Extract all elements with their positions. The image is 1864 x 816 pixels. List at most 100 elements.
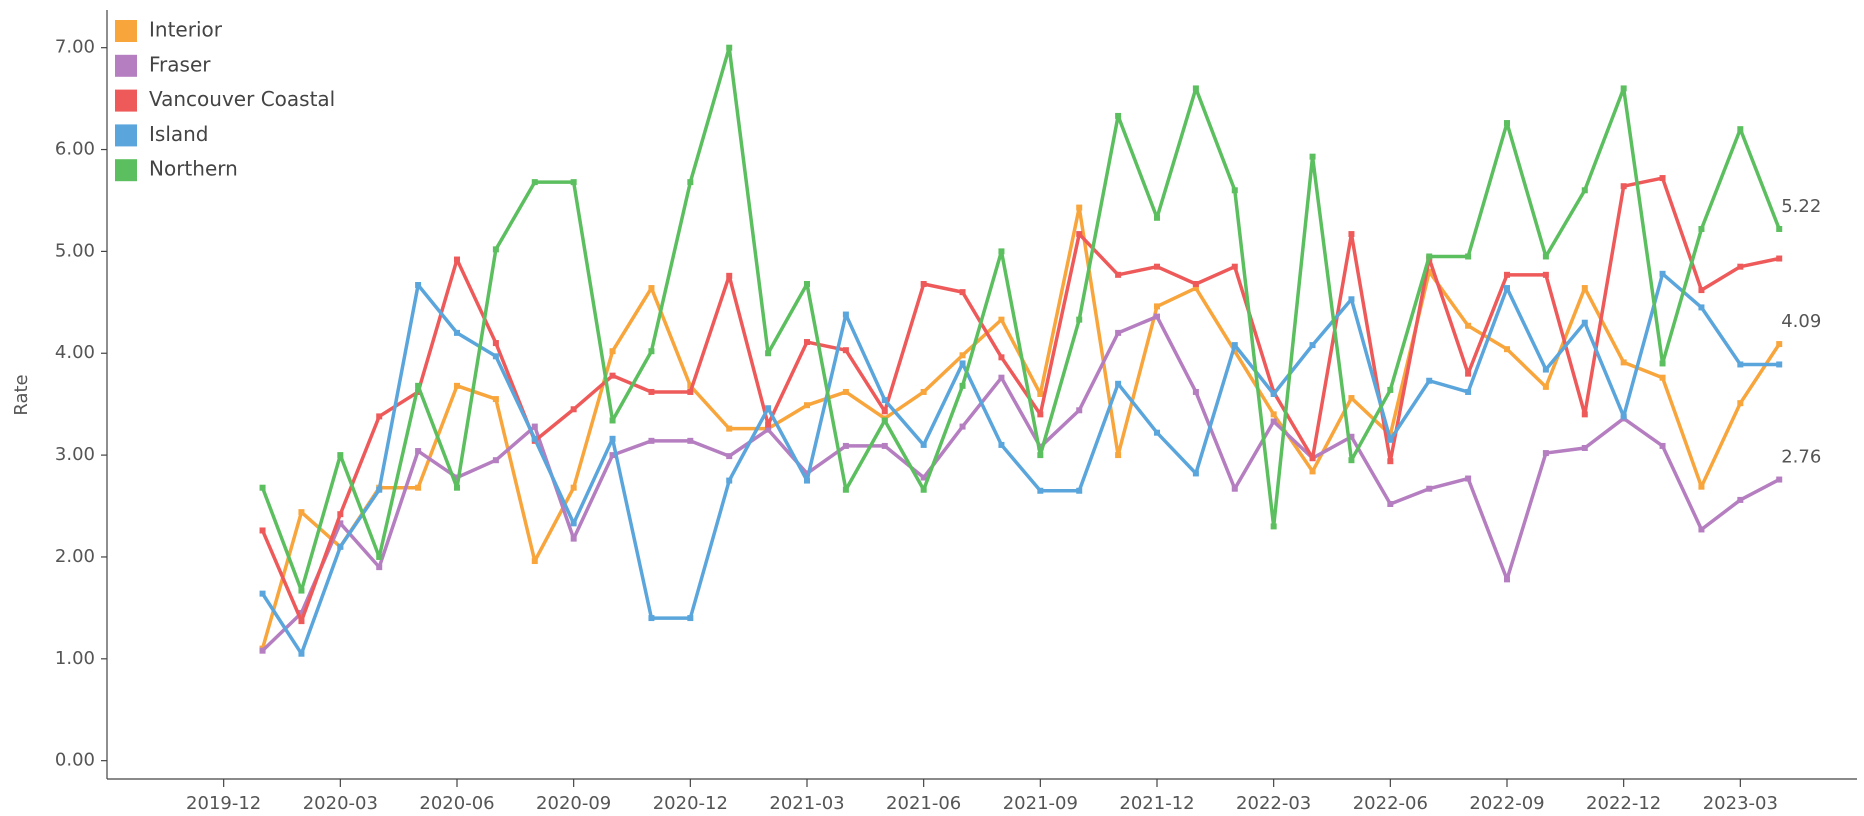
point-marker (1620, 85, 1627, 92)
point-marker (1076, 316, 1083, 323)
point-marker (1037, 411, 1044, 418)
point-marker (492, 353, 499, 360)
legend-label: Northern (149, 157, 238, 181)
point-marker (1542, 383, 1549, 390)
point-marker (1504, 285, 1510, 292)
point-marker (1192, 388, 1199, 395)
point-marker (804, 339, 810, 346)
y-tick-label: 0.00 (55, 750, 95, 771)
point-marker (1115, 380, 1122, 387)
point-marker (1154, 313, 1160, 320)
end-label: 5.22 (1781, 196, 1821, 217)
x-tick-label: 2021-06 (886, 793, 961, 814)
end-label: 4.09 (1781, 311, 1821, 332)
point-marker (1076, 407, 1083, 414)
point-marker (1270, 418, 1277, 425)
x-tick-label: 2022-12 (1586, 793, 1661, 814)
point-marker (259, 590, 266, 597)
point-marker (298, 609, 305, 616)
point-marker (1698, 287, 1705, 294)
point-marker (1581, 285, 1588, 292)
series-line (261, 272, 1780, 656)
point-marker (1387, 458, 1394, 465)
point-marker (1504, 271, 1510, 278)
point-marker (687, 179, 694, 186)
point-marker (1192, 470, 1199, 477)
point-marker (609, 348, 616, 355)
point-marker (415, 282, 422, 289)
point-marker (1309, 455, 1316, 462)
point-marker (1581, 319, 1588, 326)
point-marker (1737, 400, 1744, 407)
point-marker (881, 408, 888, 415)
point-marker (1348, 395, 1355, 402)
point-marker (998, 441, 1005, 448)
point-marker (259, 527, 266, 534)
point-marker (376, 413, 383, 420)
point-marker (1309, 153, 1316, 160)
point-marker (570, 484, 577, 491)
point-marker (570, 520, 577, 527)
point-marker (1115, 452, 1122, 459)
point-marker (765, 350, 772, 357)
x-tick-label: 2021-03 (769, 793, 844, 814)
point-marker (842, 311, 849, 318)
point-marker (1659, 270, 1666, 277)
point-marker (1037, 390, 1044, 397)
x-tick-label: 2022-06 (1353, 793, 1428, 814)
x-tick-label: 2020-09 (536, 793, 611, 814)
legend-swatch (115, 54, 137, 77)
point-marker (1309, 342, 1316, 349)
point-marker (998, 316, 1005, 323)
point-marker (998, 248, 1005, 255)
series-line (260, 45, 1781, 593)
point-marker (959, 352, 966, 359)
point-marker (1231, 485, 1238, 492)
point-marker (415, 382, 422, 389)
point-marker (648, 348, 655, 355)
point-marker (959, 382, 966, 389)
point-marker (1542, 271, 1549, 278)
point-marker (1659, 442, 1666, 449)
point-marker (1154, 303, 1160, 310)
x-tick-label: 2019-12 (186, 793, 261, 814)
point-marker (1231, 263, 1238, 270)
point-marker (609, 372, 616, 379)
point-marker (1192, 280, 1199, 287)
point-marker (920, 441, 927, 448)
point-marker (1465, 253, 1472, 260)
x-tick-label: 2021-12 (1119, 793, 1194, 814)
legend-swatch (115, 89, 137, 112)
point-marker (570, 406, 577, 413)
point-marker (1426, 253, 1433, 260)
point-marker (881, 442, 888, 449)
point-marker (1581, 187, 1588, 194)
point-marker (1076, 231, 1083, 238)
legend-label: Fraser (149, 52, 211, 76)
point-marker (648, 615, 655, 622)
point-marker (337, 452, 344, 459)
point-marker (1154, 263, 1160, 270)
point-marker (531, 558, 538, 565)
point-marker (1387, 500, 1394, 507)
legend-swatch (115, 20, 137, 42)
point-marker (570, 179, 577, 186)
legend-label: Island (149, 122, 209, 146)
point-marker (1115, 271, 1122, 278)
point-marker (842, 486, 849, 493)
point-marker (1698, 526, 1705, 533)
x-tick-label: 2022-03 (1236, 793, 1311, 814)
point-marker (920, 280, 927, 287)
point-marker (609, 417, 616, 424)
x-tick-label: 2020-06 (419, 793, 494, 814)
point-marker (1737, 361, 1744, 368)
point-marker (959, 360, 966, 367)
legend-label: Vancouver Coastal (149, 87, 335, 111)
point-marker (1076, 204, 1083, 211)
point-marker (1737, 263, 1744, 270)
point-marker (1231, 348, 1238, 355)
point-marker (259, 647, 266, 654)
point-marker (454, 256, 460, 263)
point-marker (1270, 411, 1277, 418)
